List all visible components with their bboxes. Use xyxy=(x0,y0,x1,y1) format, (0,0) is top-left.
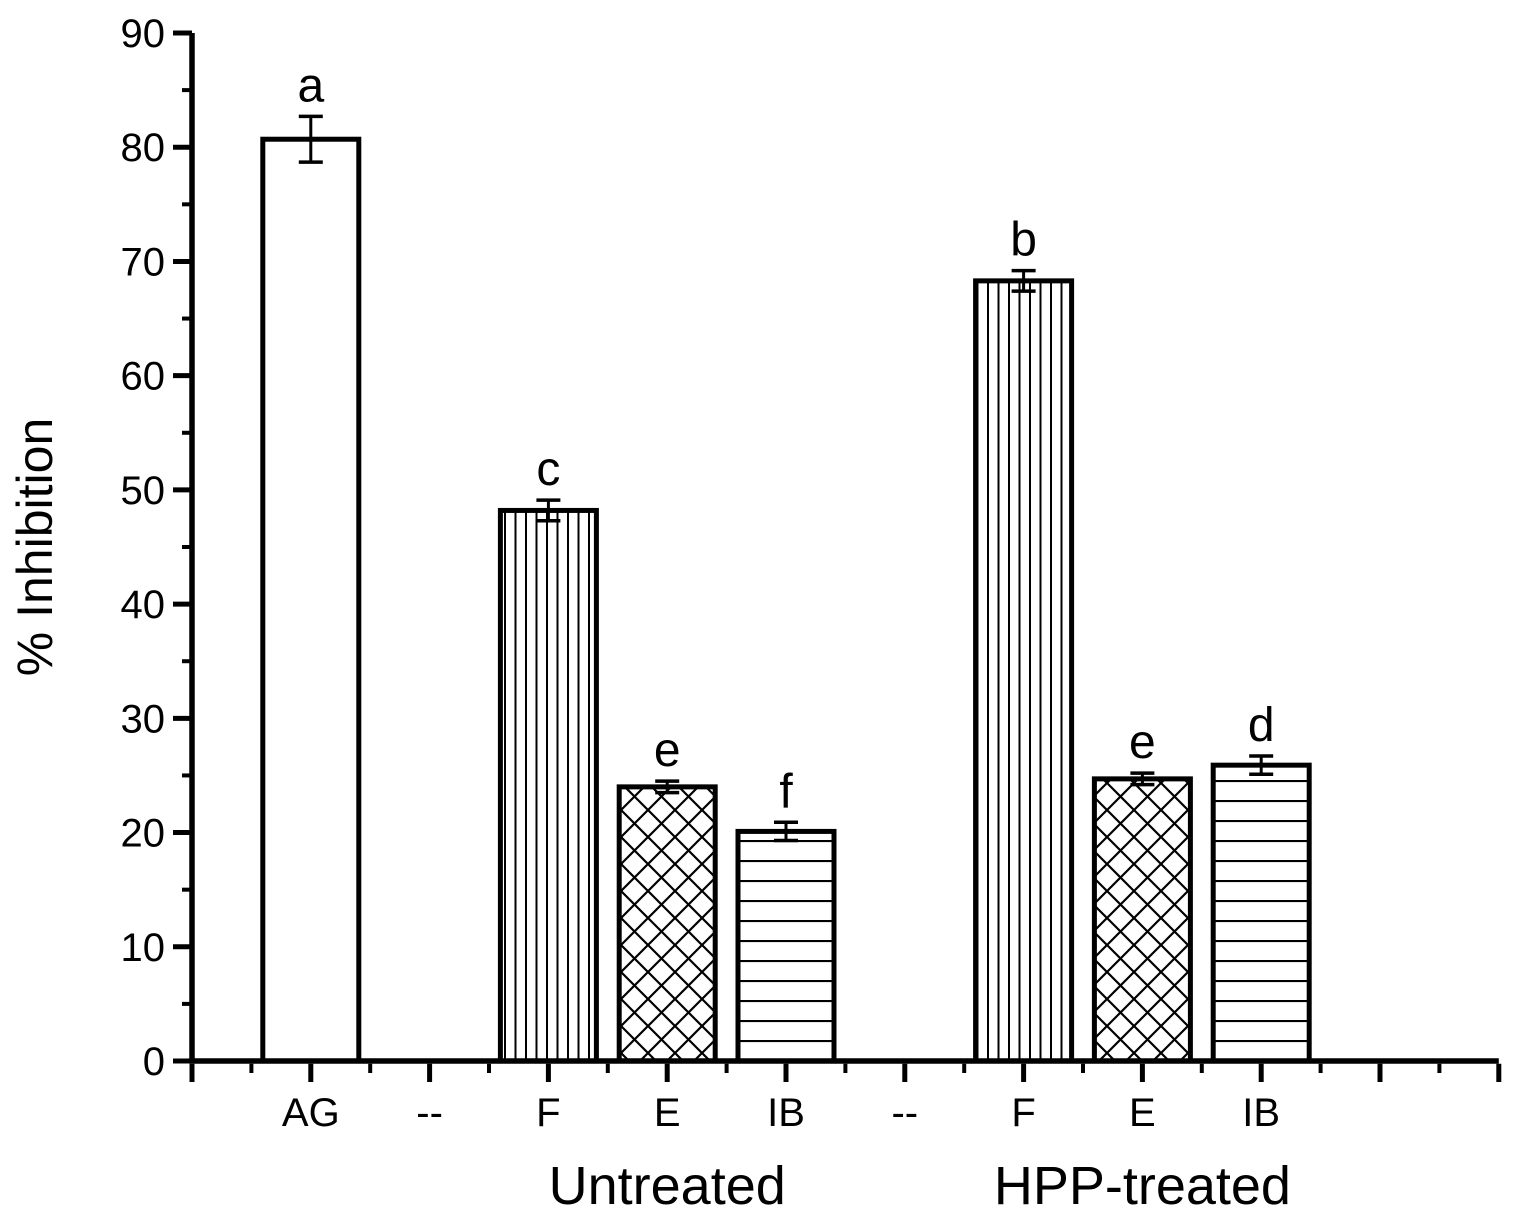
bar-IB-hpp-treated: d xyxy=(1210,699,1312,1064)
error-bar xyxy=(1011,268,1036,293)
bar-rect xyxy=(497,507,599,1064)
x-tick-labels: AG -- F E IB -- F E IB xyxy=(282,1091,1280,1135)
bar-F-hpp-treated: b xyxy=(973,214,1075,1064)
x-tick-label-dash: -- xyxy=(416,1091,443,1135)
y-tick-label-70: 70 xyxy=(121,240,166,284)
bar-F-untreated: c xyxy=(497,443,599,1064)
y-tick-label-0: 0 xyxy=(143,1040,165,1084)
x-tick-label-AG: AG xyxy=(282,1091,340,1135)
x-tick-label-IB: IB xyxy=(1242,1091,1280,1135)
sig-letter-c: c xyxy=(536,443,560,496)
bar-rect xyxy=(973,278,1075,1064)
error-bar xyxy=(1249,754,1274,777)
group-label-untreated: Untreated xyxy=(549,1156,786,1216)
sig-letter-e: e xyxy=(654,724,681,777)
axes-group: 0 10 20 30 40 50 60 70 80 90 xyxy=(121,12,1502,1084)
error-bar xyxy=(774,820,798,843)
x-tick-label-IB: IB xyxy=(767,1091,805,1135)
bar-rect xyxy=(1091,776,1193,1064)
error-bar xyxy=(536,498,561,523)
bars-group: a c e f b e d xyxy=(260,59,1312,1064)
x-tick-label-F: F xyxy=(536,1091,560,1135)
sig-letter-b: b xyxy=(1010,214,1037,267)
y-tick-label-30: 30 xyxy=(121,697,166,741)
y-tick-label-60: 60 xyxy=(121,355,166,399)
group-label-hpp-treated: HPP-treated xyxy=(994,1156,1291,1216)
y-tick-label-50: 50 xyxy=(121,469,166,513)
sig-letter-f: f xyxy=(779,765,793,818)
x-tick-label-E: E xyxy=(1129,1091,1156,1135)
x-tick-label-F: F xyxy=(1011,1091,1035,1135)
error-bar xyxy=(655,779,680,795)
y-tick-label-10: 10 xyxy=(121,926,166,970)
bar-rect xyxy=(735,828,837,1064)
bar-AG-untreated: a xyxy=(260,59,362,1064)
error-bar xyxy=(298,114,323,164)
bar-rect xyxy=(1210,762,1312,1064)
x-tick-label-E: E xyxy=(654,1091,681,1135)
bar-E-hpp-treated: e xyxy=(1091,716,1193,1064)
y-tick-label-20: 20 xyxy=(121,812,166,856)
bar-IB-untreated: f xyxy=(735,765,837,1064)
bar-E-untreated: e xyxy=(616,724,718,1064)
y-tick-label-40: 40 xyxy=(121,583,166,627)
x-tick-label-dash: -- xyxy=(891,1091,918,1135)
sig-letter-d: d xyxy=(1248,699,1275,752)
y-tick-label-80: 80 xyxy=(121,126,166,170)
error-bar xyxy=(1130,771,1155,787)
sig-letter-e: e xyxy=(1129,716,1156,769)
sig-letter-a: a xyxy=(297,59,324,112)
y-axis-title: % Inhibition xyxy=(7,418,63,677)
bar-rect xyxy=(260,136,362,1064)
bar-rect xyxy=(616,784,718,1064)
y-tick-label-90: 90 xyxy=(121,12,166,56)
